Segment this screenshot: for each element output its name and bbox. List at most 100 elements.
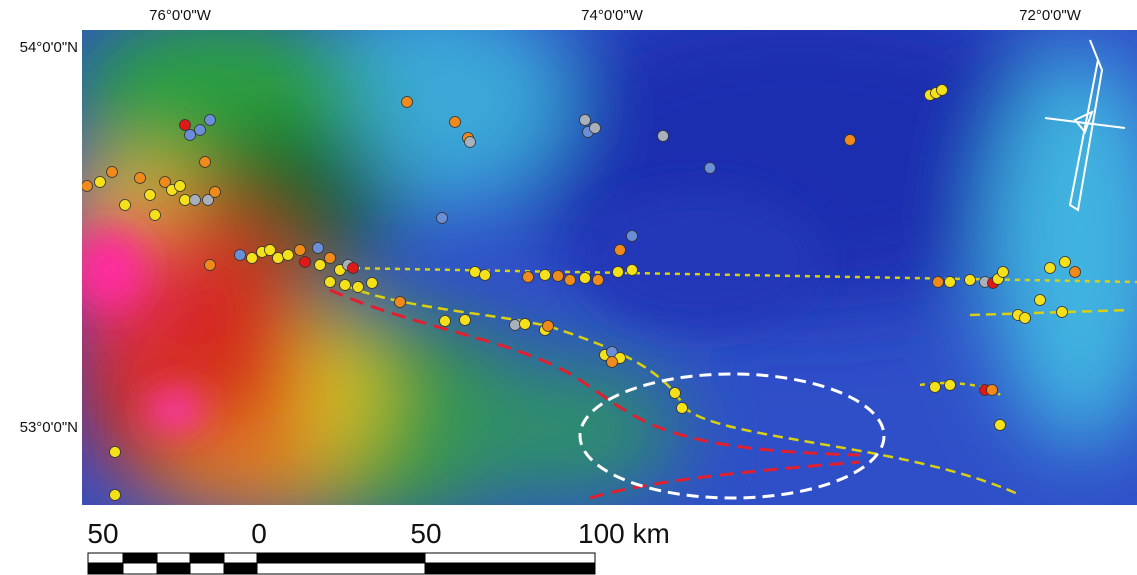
scale-label: 50 — [87, 518, 118, 549]
sample-point — [110, 447, 121, 458]
sample-point — [210, 187, 221, 198]
sample-point — [440, 316, 451, 327]
sample-point — [395, 297, 406, 308]
sample-point — [190, 195, 201, 206]
scale-segment — [190, 563, 224, 574]
sample-point — [543, 321, 554, 332]
sample-point — [1035, 295, 1046, 306]
sample-point — [670, 388, 681, 399]
sample-point — [95, 177, 106, 188]
sample-point — [120, 200, 131, 211]
sample-point — [627, 265, 638, 276]
sample-point — [658, 131, 669, 142]
scale-label: 0 — [251, 518, 267, 549]
sample-point — [1060, 257, 1071, 268]
sample-point — [987, 385, 998, 396]
sample-point — [523, 272, 534, 283]
sample-point — [510, 320, 521, 331]
sample-point — [590, 123, 601, 134]
sample-point — [945, 380, 956, 391]
sample-point — [313, 243, 324, 254]
sample-point — [325, 253, 336, 264]
sample-point — [353, 282, 364, 293]
sample-point — [135, 173, 146, 184]
sample-point — [845, 135, 856, 146]
sample-point — [348, 263, 359, 274]
scale-segment — [190, 553, 224, 563]
scale-segment — [157, 553, 190, 563]
sample-point — [1070, 267, 1081, 278]
sample-point — [107, 167, 118, 178]
sample-point — [325, 277, 336, 288]
scale-segment — [257, 553, 425, 563]
sample-point — [195, 125, 206, 136]
sample-point — [995, 420, 1006, 431]
sample-point — [315, 260, 326, 271]
sample-point — [1045, 263, 1056, 274]
sample-point — [615, 245, 626, 256]
scale-segment — [224, 563, 257, 574]
scale-segment — [425, 563, 595, 574]
sample-point — [930, 382, 941, 393]
sample-point — [460, 315, 471, 326]
scale-segment — [257, 563, 425, 574]
lat-label: 53°0'0"N — [20, 419, 78, 436]
scale-segment — [123, 553, 157, 563]
sample-point — [295, 245, 306, 256]
sample-point — [175, 181, 186, 192]
lon-label: 74°0'0"W — [581, 7, 644, 24]
scale-label: 50 — [410, 518, 441, 549]
sample-point — [607, 357, 618, 368]
sample-point — [998, 267, 1009, 278]
sample-point — [180, 120, 191, 131]
sample-point — [273, 253, 284, 264]
sample-point — [205, 260, 216, 271]
map-figure: 76°0'0"W 74°0'0"W 72°0'0"W 54°0'0"N 53°0… — [0, 0, 1137, 575]
sample-point — [367, 278, 378, 289]
scale-segment — [224, 553, 257, 563]
sample-point — [677, 403, 688, 414]
scale-segment — [425, 553, 595, 563]
sample-point — [200, 157, 211, 168]
sample-point — [937, 85, 948, 96]
sample-point — [540, 270, 551, 281]
sample-point — [553, 271, 564, 282]
sample-point — [450, 117, 461, 128]
sample-point — [565, 275, 576, 286]
lon-label: 72°0'0"W — [1019, 7, 1082, 24]
sample-point — [235, 250, 246, 261]
scale-segment — [123, 563, 157, 574]
sample-point — [520, 319, 531, 330]
sample-point — [705, 163, 716, 174]
sample-point — [247, 253, 258, 264]
sample-point — [593, 275, 604, 286]
sample-point — [110, 490, 121, 501]
lat-label: 54°0'0"N — [20, 39, 78, 56]
sample-point — [402, 97, 413, 108]
sample-point — [945, 277, 956, 288]
lon-label: 76°0'0"W — [149, 7, 212, 24]
scale-segment — [157, 563, 190, 574]
sample-point — [1020, 313, 1031, 324]
sample-point — [437, 213, 448, 224]
sample-point — [580, 273, 591, 284]
sample-point — [340, 280, 351, 291]
sample-point — [965, 275, 976, 286]
sample-point — [185, 130, 196, 141]
sample-point — [145, 190, 156, 201]
scale-segment — [88, 553, 123, 563]
sample-point — [205, 115, 216, 126]
map-raster — [50, 0, 1137, 530]
sample-point — [480, 270, 491, 281]
sample-point — [1057, 307, 1068, 318]
sample-point — [580, 115, 591, 126]
sample-point — [465, 137, 476, 148]
sample-point — [470, 267, 481, 278]
sample-point — [613, 267, 624, 278]
sample-point — [933, 277, 944, 288]
sample-point — [82, 181, 93, 192]
sample-point — [150, 210, 161, 221]
scale-bar — [88, 553, 595, 574]
sample-point — [300, 257, 311, 268]
sample-point — [283, 250, 294, 261]
